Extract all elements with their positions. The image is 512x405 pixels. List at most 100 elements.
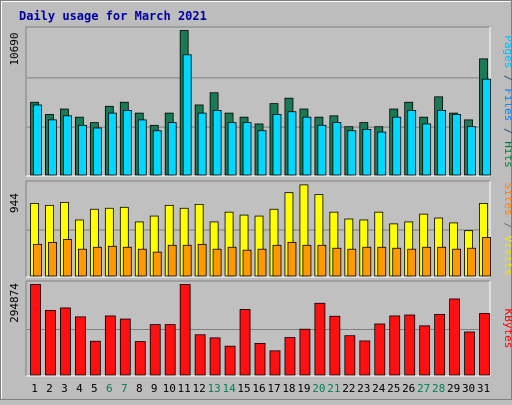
x-tick-label: 30	[462, 382, 475, 395]
x-tick-label: 12	[193, 382, 206, 395]
bar-kbytes-day-18	[284, 337, 296, 376]
x-tick-label: 5	[91, 382, 98, 395]
series-label-part: /	[502, 216, 512, 236]
panel-kbytes: 294874 KBytes	[8, 280, 512, 377]
bar-pages-day-21	[332, 122, 342, 176]
bar-kbytes-day-3	[60, 307, 71, 376]
x-tick-label: 19	[297, 382, 310, 395]
chart-title: Daily usage for March 2021	[19, 9, 207, 23]
bar-sites-day-22	[347, 248, 357, 277]
bar-sites-day-20	[317, 244, 327, 277]
bar-kbytes-day-9	[149, 324, 161, 376]
panel-max-label: 944	[8, 193, 21, 213]
series-label-part: Pages	[502, 35, 512, 68]
bar-kbytes-day-17	[269, 350, 281, 376]
bar-kbytes-day-14	[224, 345, 236, 376]
bar-sites-day-23	[362, 246, 372, 277]
bar-sites-day-8	[137, 248, 147, 277]
bar-pages-day-25	[392, 116, 402, 176]
x-tick-label: 26	[402, 382, 415, 395]
bar-sites-day-31	[482, 237, 491, 277]
bar-sites-day-7	[122, 246, 132, 277]
bar-sites-day-15	[242, 249, 252, 277]
bar-pages-day-30	[467, 126, 476, 176]
bar-kbytes-day-29	[449, 298, 460, 376]
bar-pages-day-16	[257, 130, 267, 176]
series-kbytes	[30, 284, 490, 376]
bar-kbytes-day-8	[134, 341, 146, 376]
x-tick-label: 27	[417, 382, 430, 395]
x-tick-label: 23	[357, 382, 370, 395]
panel-pages-files-hits: 10690 Pages / Files / Hits	[8, 26, 512, 177]
bar-sites-day-21	[332, 247, 342, 277]
x-tick-label: 14	[222, 382, 236, 395]
bar-kbytes-day-13	[209, 337, 221, 376]
x-tick-label: 31	[477, 382, 490, 395]
x-tick-label: 22	[342, 382, 355, 395]
bar-sites-day-1	[33, 243, 42, 277]
bar-sites-day-14	[227, 246, 237, 277]
bar-pages-day-15	[242, 122, 252, 176]
bar-kbytes-day-27	[419, 325, 431, 376]
bar-pages-day-29	[452, 114, 461, 176]
bar-pages-day-3	[63, 115, 72, 176]
bar-kbytes-day-7	[119, 318, 131, 376]
x-tick-label: 11	[178, 382, 191, 395]
bar-sites-day-13	[212, 248, 222, 277]
bar-pages-day-5	[92, 127, 102, 176]
bar-pages-day-2	[48, 119, 57, 176]
bar-kbytes-day-23	[359, 340, 371, 376]
bar-pages-day-27	[422, 123, 432, 176]
series-label-part: KBytes	[502, 309, 512, 349]
x-tick-label: 17	[267, 382, 280, 395]
bar-kbytes-day-19	[299, 328, 311, 376]
bar-pages-day-28	[437, 109, 447, 176]
bar-pages-day-9	[152, 130, 162, 176]
bar-sites-day-24	[377, 246, 387, 277]
bar-sites-day-16	[257, 248, 267, 277]
x-tick-label: 8	[136, 382, 143, 395]
bar-sites-day-9	[152, 251, 162, 277]
bar-pages-day-26	[407, 109, 417, 176]
bar-kbytes-day-15	[239, 309, 251, 376]
bar-kbytes-day-5	[89, 340, 101, 376]
x-tick-label: 1	[31, 382, 38, 395]
bar-pages-day-22	[347, 130, 357, 176]
bar-pages-day-20	[317, 124, 327, 176]
x-tick-label: 21	[327, 382, 340, 395]
bar-pages-day-7	[122, 109, 132, 176]
bar-kbytes-day-26	[404, 314, 416, 376]
bar-pages-day-19	[302, 116, 312, 176]
x-tick-label: 9	[151, 382, 158, 395]
series-label-part: Visits	[502, 236, 512, 276]
series-pages	[33, 54, 491, 176]
series-sites	[33, 237, 491, 277]
bar-kbytes-day-6	[104, 315, 116, 376]
bar-pages-day-12	[197, 112, 207, 176]
panel-series-label: Sites / Visits	[502, 183, 512, 276]
panel-series-label: KBytes	[502, 309, 512, 349]
bar-kbytes-day-10	[164, 324, 176, 376]
bar-pages-day-18	[287, 111, 297, 176]
panel-max-label: 294874	[8, 283, 21, 323]
series-label-part: Files	[502, 88, 512, 121]
bar-sites-day-25	[392, 247, 402, 277]
panel-series-label: Pages / Files / Hits	[502, 35, 512, 168]
x-tick-label: 4	[76, 382, 83, 395]
bar-pages-day-4	[78, 124, 87, 176]
bar-sites-day-17	[272, 244, 282, 277]
panel-max-label: 10690	[8, 32, 21, 65]
x-tick-label: 13	[207, 382, 220, 395]
series-label-part: Sites	[502, 183, 512, 216]
bar-pages-day-31	[482, 78, 491, 176]
bar-sites-day-4	[78, 248, 87, 277]
bar-sites-day-11	[182, 244, 192, 277]
bar-kbytes-day-24	[374, 323, 386, 376]
x-tick-label: 10	[163, 382, 176, 395]
bar-sites-day-19	[302, 244, 312, 277]
x-tick-label: 20	[312, 382, 325, 395]
series-label-part: Hits	[502, 141, 512, 168]
bar-sites-day-30	[467, 247, 476, 277]
bar-kbytes-day-25	[389, 315, 401, 376]
